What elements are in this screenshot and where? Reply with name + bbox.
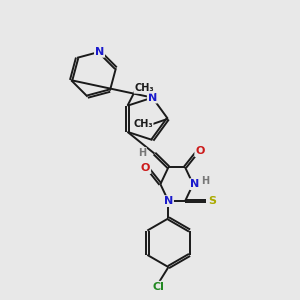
Text: N: N	[164, 196, 173, 206]
Text: CH₃: CH₃	[134, 83, 154, 93]
Text: Cl: Cl	[152, 282, 164, 292]
Text: CH₃: CH₃	[133, 119, 153, 129]
Text: O: O	[195, 146, 205, 156]
Text: N: N	[148, 93, 157, 103]
Text: H: H	[202, 176, 210, 186]
Text: O: O	[141, 163, 150, 173]
Text: N: N	[190, 179, 199, 189]
Text: H: H	[138, 148, 146, 158]
Text: N: N	[95, 47, 104, 57]
Text: S: S	[208, 196, 216, 206]
